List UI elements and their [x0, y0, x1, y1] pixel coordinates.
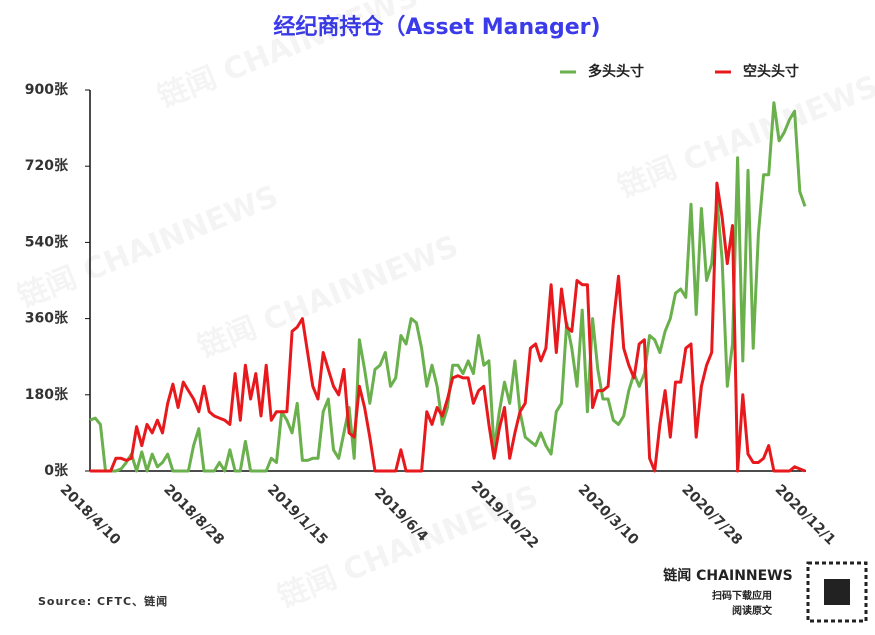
y-tick-label: 540张 [25, 234, 69, 250]
brand: 链闻 CHAINNEWS [663, 567, 792, 584]
y-tick-label: 0张 [44, 463, 69, 479]
x-tick-label: 2020/12/1 [772, 482, 839, 549]
brand-sub: 阅读原文 [732, 604, 773, 617]
watermark: 链闻 CHAINNEWS [273, 479, 543, 615]
brand-sub: 扫码下载应用 [712, 589, 772, 602]
x-tick-label: 2018/8/28 [160, 482, 227, 549]
y-tick-label: 180张 [25, 387, 69, 403]
chart-title: 经纪商持仓（Asset Manager) [273, 14, 600, 40]
legend-label: 空头头寸 [743, 63, 799, 80]
series-line [89, 101, 807, 473]
series-line [90, 181, 806, 473]
x-tick-label: 2019/1/15 [264, 482, 331, 549]
y-tick-label: 900张 [25, 82, 69, 98]
watermark: 链闻 CHAINNEWS [193, 229, 463, 365]
legend-label: 多头头寸 [588, 63, 644, 80]
y-tick-label: 720张 [25, 158, 69, 174]
y-tick-label: 360张 [25, 311, 69, 327]
x-tick-label: 2020/7/28 [678, 482, 745, 549]
source: Source: CFTC、链闻 [38, 594, 168, 608]
x-tick-label: 2018/4/10 [57, 482, 124, 549]
x-tick-label: 2020/3/10 [575, 482, 642, 549]
watermark: 链闻 CHAINNEWS [613, 69, 875, 205]
qr-code-center [824, 579, 850, 605]
